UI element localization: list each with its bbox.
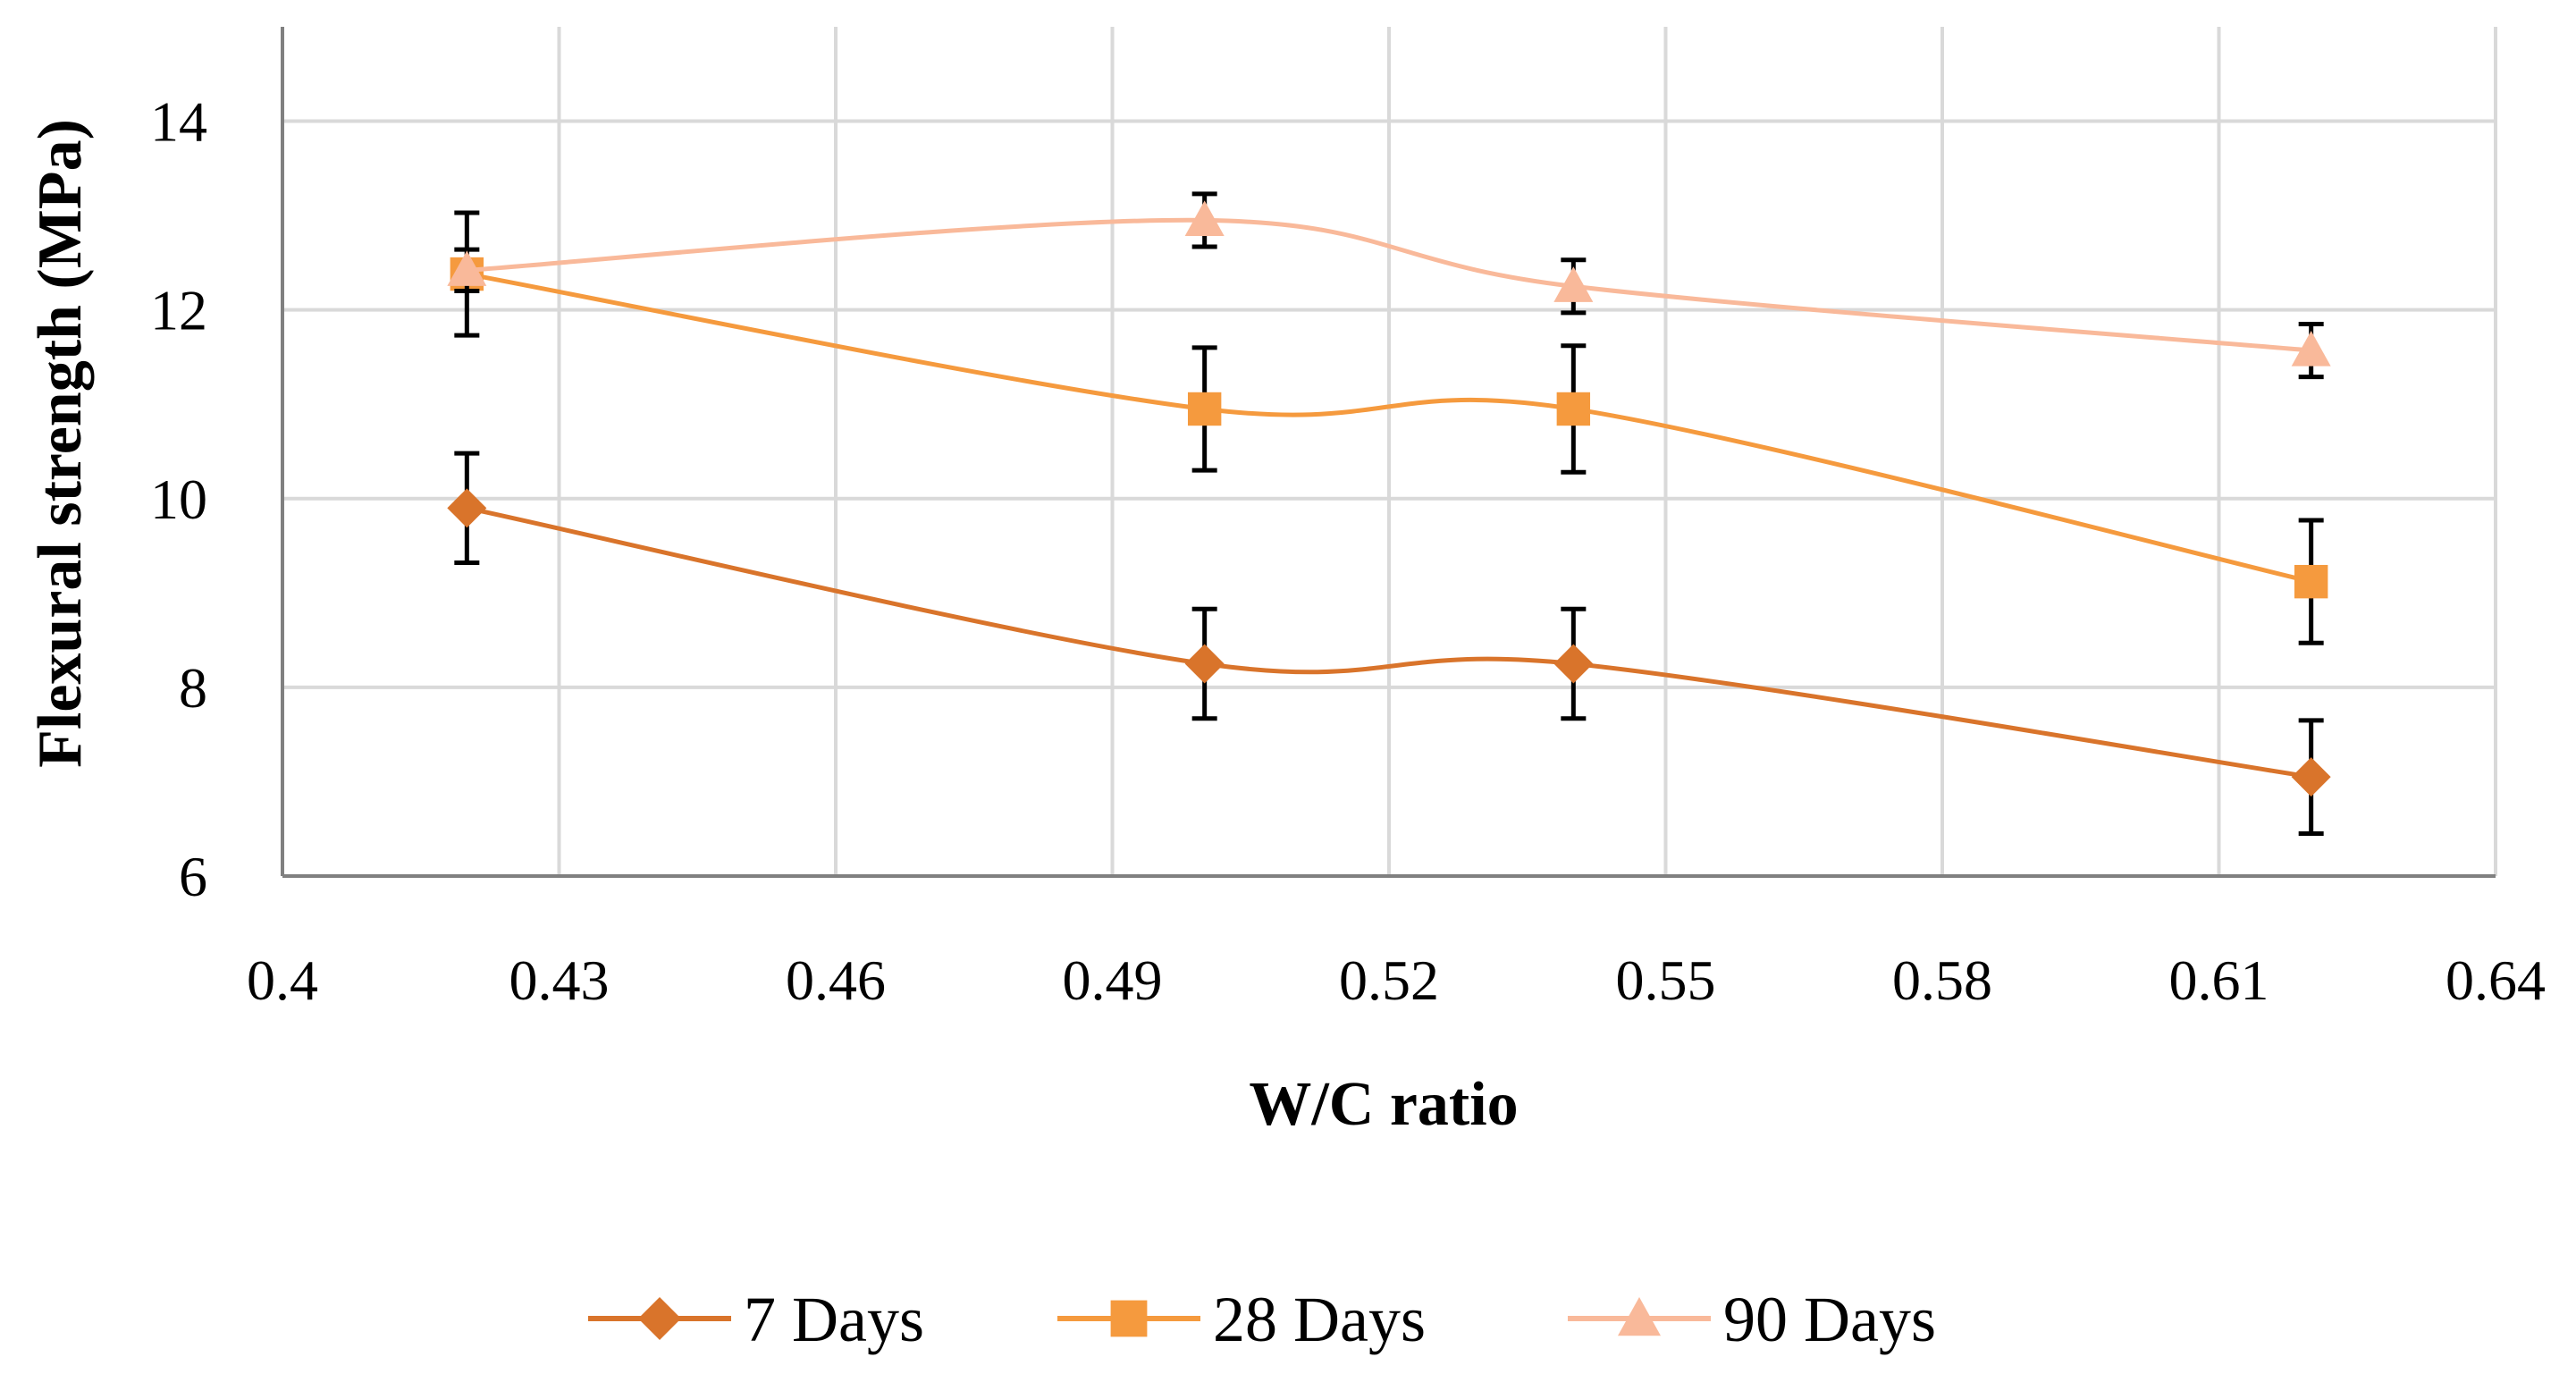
legend-item-7-days: 7 Days bbox=[588, 1284, 924, 1355]
data-point bbox=[2291, 331, 2331, 367]
y-tick-label: 12 bbox=[150, 279, 207, 342]
x-tick-label: 0.61 bbox=[2169, 948, 2269, 1012]
series bbox=[447, 191, 2331, 836]
legend-marker bbox=[1618, 1297, 1661, 1336]
data-point bbox=[1187, 392, 1222, 426]
tick-labels: 0.4 0.43 0.46 0.49 0.52 0.55 0.58 0.61 0.64 6 8 10 1… bbox=[150, 90, 2546, 1012]
x-tick-label: 0.52 bbox=[1339, 948, 1439, 1012]
y-tick-label: 6 bbox=[179, 845, 207, 908]
x-axis-title: W/C ratio bbox=[1249, 1070, 1518, 1139]
y-tick-label: 8 bbox=[179, 656, 207, 720]
series-line bbox=[466, 272, 2312, 585]
x-tick-label: 0.55 bbox=[1616, 948, 1716, 1012]
legend-marker bbox=[1110, 1300, 1148, 1337]
axes bbox=[281, 27, 2496, 878]
x-tick-label: 0.64 bbox=[2446, 948, 2546, 1012]
data-point bbox=[1184, 200, 1225, 236]
x-tick-label: 0.4 bbox=[247, 948, 318, 1012]
data-point bbox=[447, 488, 487, 528]
x-tick-label: 0.43 bbox=[509, 948, 610, 1012]
data-point bbox=[2294, 564, 2328, 599]
legend-item-90-days: 90 Days bbox=[1568, 1284, 1936, 1355]
series-line bbox=[466, 505, 2312, 780]
x-tick-label: 0.49 bbox=[1063, 948, 1163, 1012]
legend-label: 90 Days bbox=[1723, 1284, 1936, 1355]
data-point bbox=[1556, 392, 1591, 426]
y-tick-label: 14 bbox=[150, 90, 207, 154]
series-28-days bbox=[450, 210, 2328, 645]
y-tick-label: 10 bbox=[150, 468, 207, 531]
grid bbox=[282, 27, 2497, 876]
legend-marker bbox=[638, 1297, 681, 1340]
x-tick-label: 0.46 bbox=[786, 948, 886, 1012]
legend-label: 28 Days bbox=[1213, 1284, 1426, 1355]
data-point bbox=[1553, 644, 1594, 684]
series-90-days bbox=[447, 191, 2331, 380]
legend-label: 7 Days bbox=[744, 1284, 924, 1355]
data-point bbox=[447, 250, 487, 286]
legend: 7 Days 28 Days 90 Days bbox=[588, 1284, 1936, 1355]
series-line bbox=[467, 217, 2311, 353]
y-axis-title: Flexural strength (MPa) bbox=[26, 119, 95, 768]
data-point bbox=[1184, 644, 1225, 684]
data-point bbox=[1553, 266, 1594, 302]
legend-item-28-days: 28 Days bbox=[1057, 1284, 1426, 1355]
series-7-days bbox=[447, 451, 2331, 836]
x-tick-label: 0.58 bbox=[1892, 948, 1992, 1012]
data-point bbox=[2291, 757, 2331, 797]
